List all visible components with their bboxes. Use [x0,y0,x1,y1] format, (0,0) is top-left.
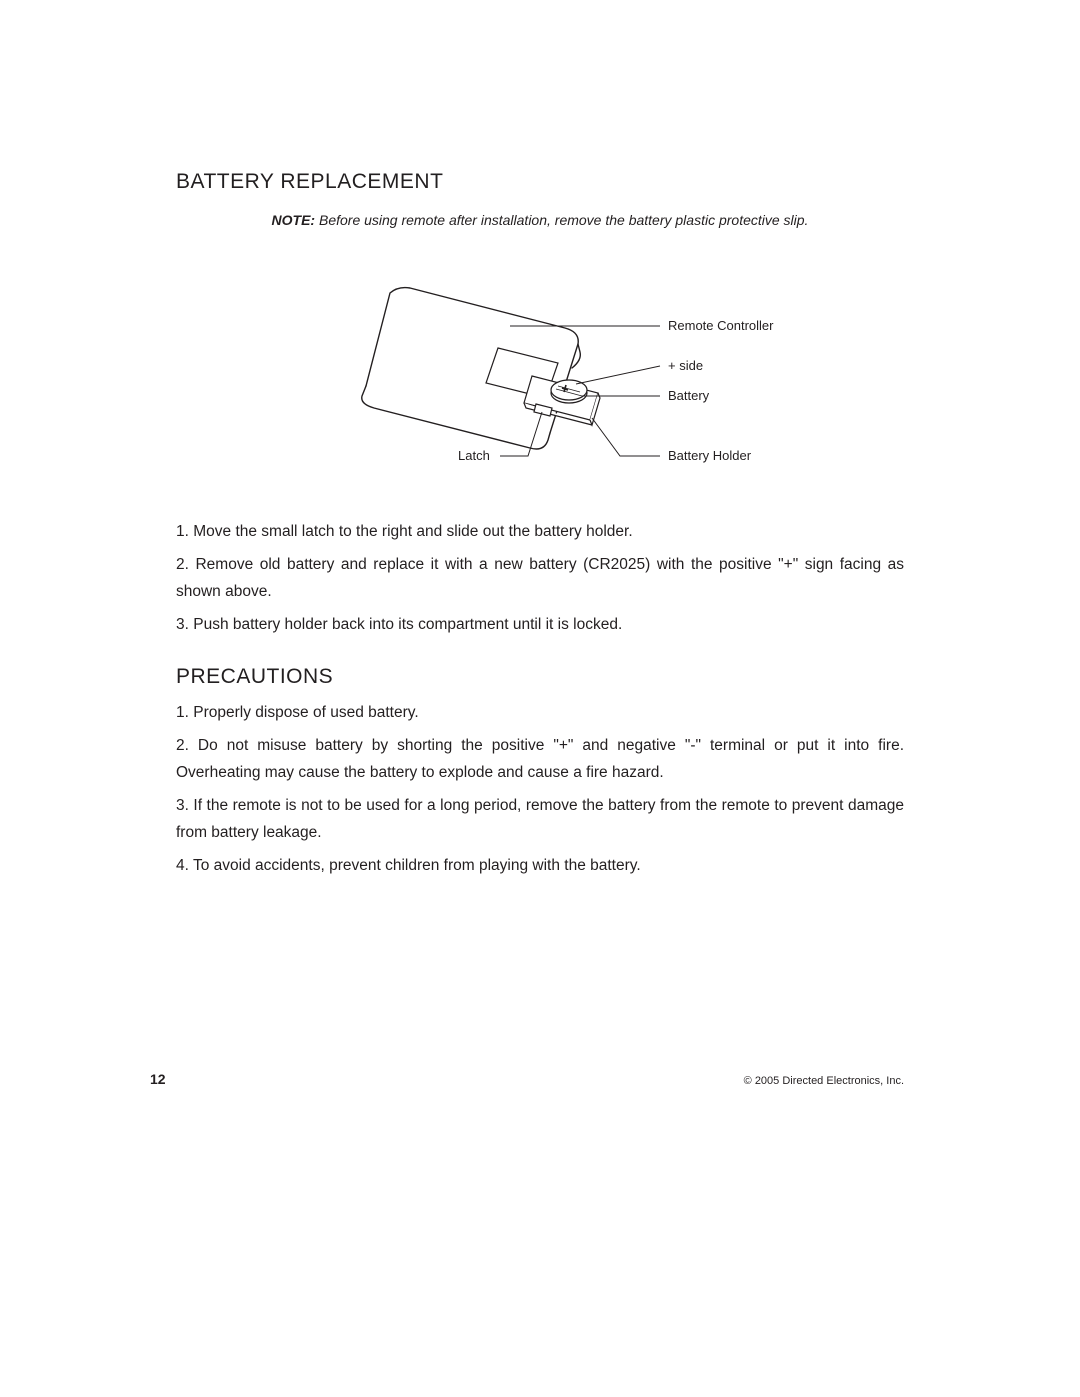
precaution-step: 2. Do not misuse battery by shorting the… [176,732,904,786]
copyright-text: © 2005 Directed Electronics, Inc. [744,1075,904,1087]
diagram-label-battery-holder: Battery Holder [668,448,752,463]
diagram-label-remote: Remote Controller [668,318,774,333]
note-label: NOTE: [272,212,316,228]
note-text: Before using remote after installation, … [319,212,808,228]
page-footer: 12 © 2005 Directed Electronics, Inc. [0,1071,1080,1087]
precaution-step: 3. If the remote is not to be used for a… [176,792,904,846]
battery-step: 2. Remove old battery and replace it wit… [176,551,904,605]
heading-precautions: PRECAUTIONS [176,665,904,689]
precaution-steps: 1. Properly dispose of used battery. 2. … [176,699,904,880]
diagram-label-latch: Latch [458,448,490,463]
diagram-label-plus-side: + side [668,358,703,373]
diagram-container: Remote Controller + side Battery Battery… [176,258,904,478]
battery-step: 1. Move the small latch to the right and… [176,518,904,545]
battery-diagram: Remote Controller + side Battery Battery… [280,258,800,478]
heading-battery-replacement: BATTERY REPLACEMENT [176,170,904,194]
precaution-step: 1. Properly dispose of used battery. [176,699,904,726]
page-number: 12 [150,1071,166,1087]
battery-steps: 1. Move the small latch to the right and… [176,518,904,639]
diagram-label-battery: Battery [668,388,710,403]
precaution-step: 4. To avoid accidents, prevent children … [176,852,904,879]
note-line: NOTE: Before using remote after installa… [176,212,904,228]
manual-page: BATTERY REPLACEMENT NOTE: Before using r… [0,0,1080,1397]
battery-step: 3. Push battery holder back into its com… [176,611,904,638]
